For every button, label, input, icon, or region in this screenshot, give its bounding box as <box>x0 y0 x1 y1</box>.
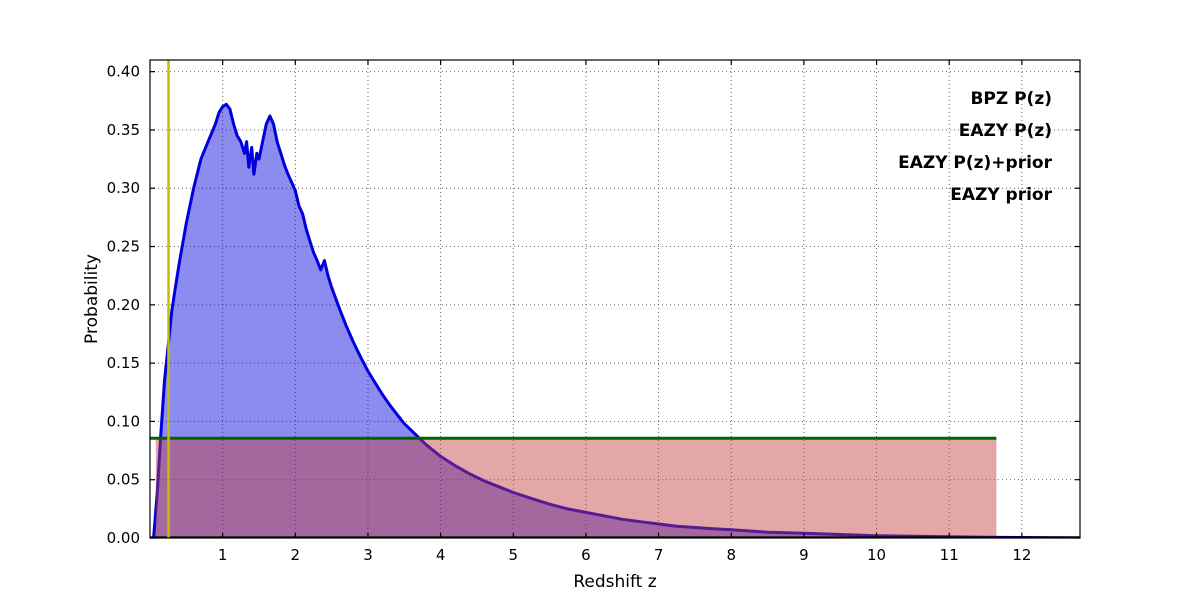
legend-item-eazy-pz-prior: EAZY P(z)+prior <box>898 153 1053 173</box>
x-tick-label: 2 <box>291 546 301 564</box>
x-tick-label: 6 <box>581 546 591 564</box>
plot-area <box>150 60 1080 538</box>
y-axis-label: Probability <box>82 254 102 344</box>
x-axis-label: Redshift z <box>573 572 656 592</box>
x-tick-label: 12 <box>1012 546 1031 564</box>
y-tick-label: 0.25 <box>107 238 140 256</box>
x-tick-label: 9 <box>799 546 809 564</box>
x-tick-label: 4 <box>436 546 446 564</box>
y-tick-label: 0.35 <box>107 121 140 139</box>
y-tick-label: 0.15 <box>107 354 140 372</box>
x-tick-label: 7 <box>654 546 664 564</box>
series-fill-eazy-p-z <box>155 438 997 538</box>
y-tick-label: 0.20 <box>107 296 140 314</box>
x-tick-label: 8 <box>726 546 736 564</box>
plot-border <box>149 59 1081 539</box>
legend: BPZ P(z) EAZY P(z) EAZY P(z)+prior EAZY … <box>898 89 1053 205</box>
legend-item-eazy-prior: EAZY prior <box>950 185 1052 205</box>
x-tick-label: 1 <box>218 546 228 564</box>
x-tick-label: 10 <box>867 546 886 564</box>
y-tick-label: 0.10 <box>107 412 140 430</box>
series-fill-bpz-p-z <box>153 104 1080 538</box>
legend-item-eazy-pz: EAZY P(z) <box>959 121 1052 141</box>
x-tick-label: 5 <box>509 546 519 564</box>
y-tick-label: 0.40 <box>107 63 140 81</box>
y-tick-label: 0.05 <box>107 471 140 489</box>
y-tick-label: 0.30 <box>107 179 140 197</box>
x-tick-label: 11 <box>940 546 959 564</box>
legend-item-bpz-pz: BPZ P(z) <box>970 89 1052 109</box>
series-line-bpz-p-z <box>152 102 1080 538</box>
y-tick-label: 0.00 <box>107 529 140 547</box>
x-tick-label: 3 <box>363 546 373 564</box>
